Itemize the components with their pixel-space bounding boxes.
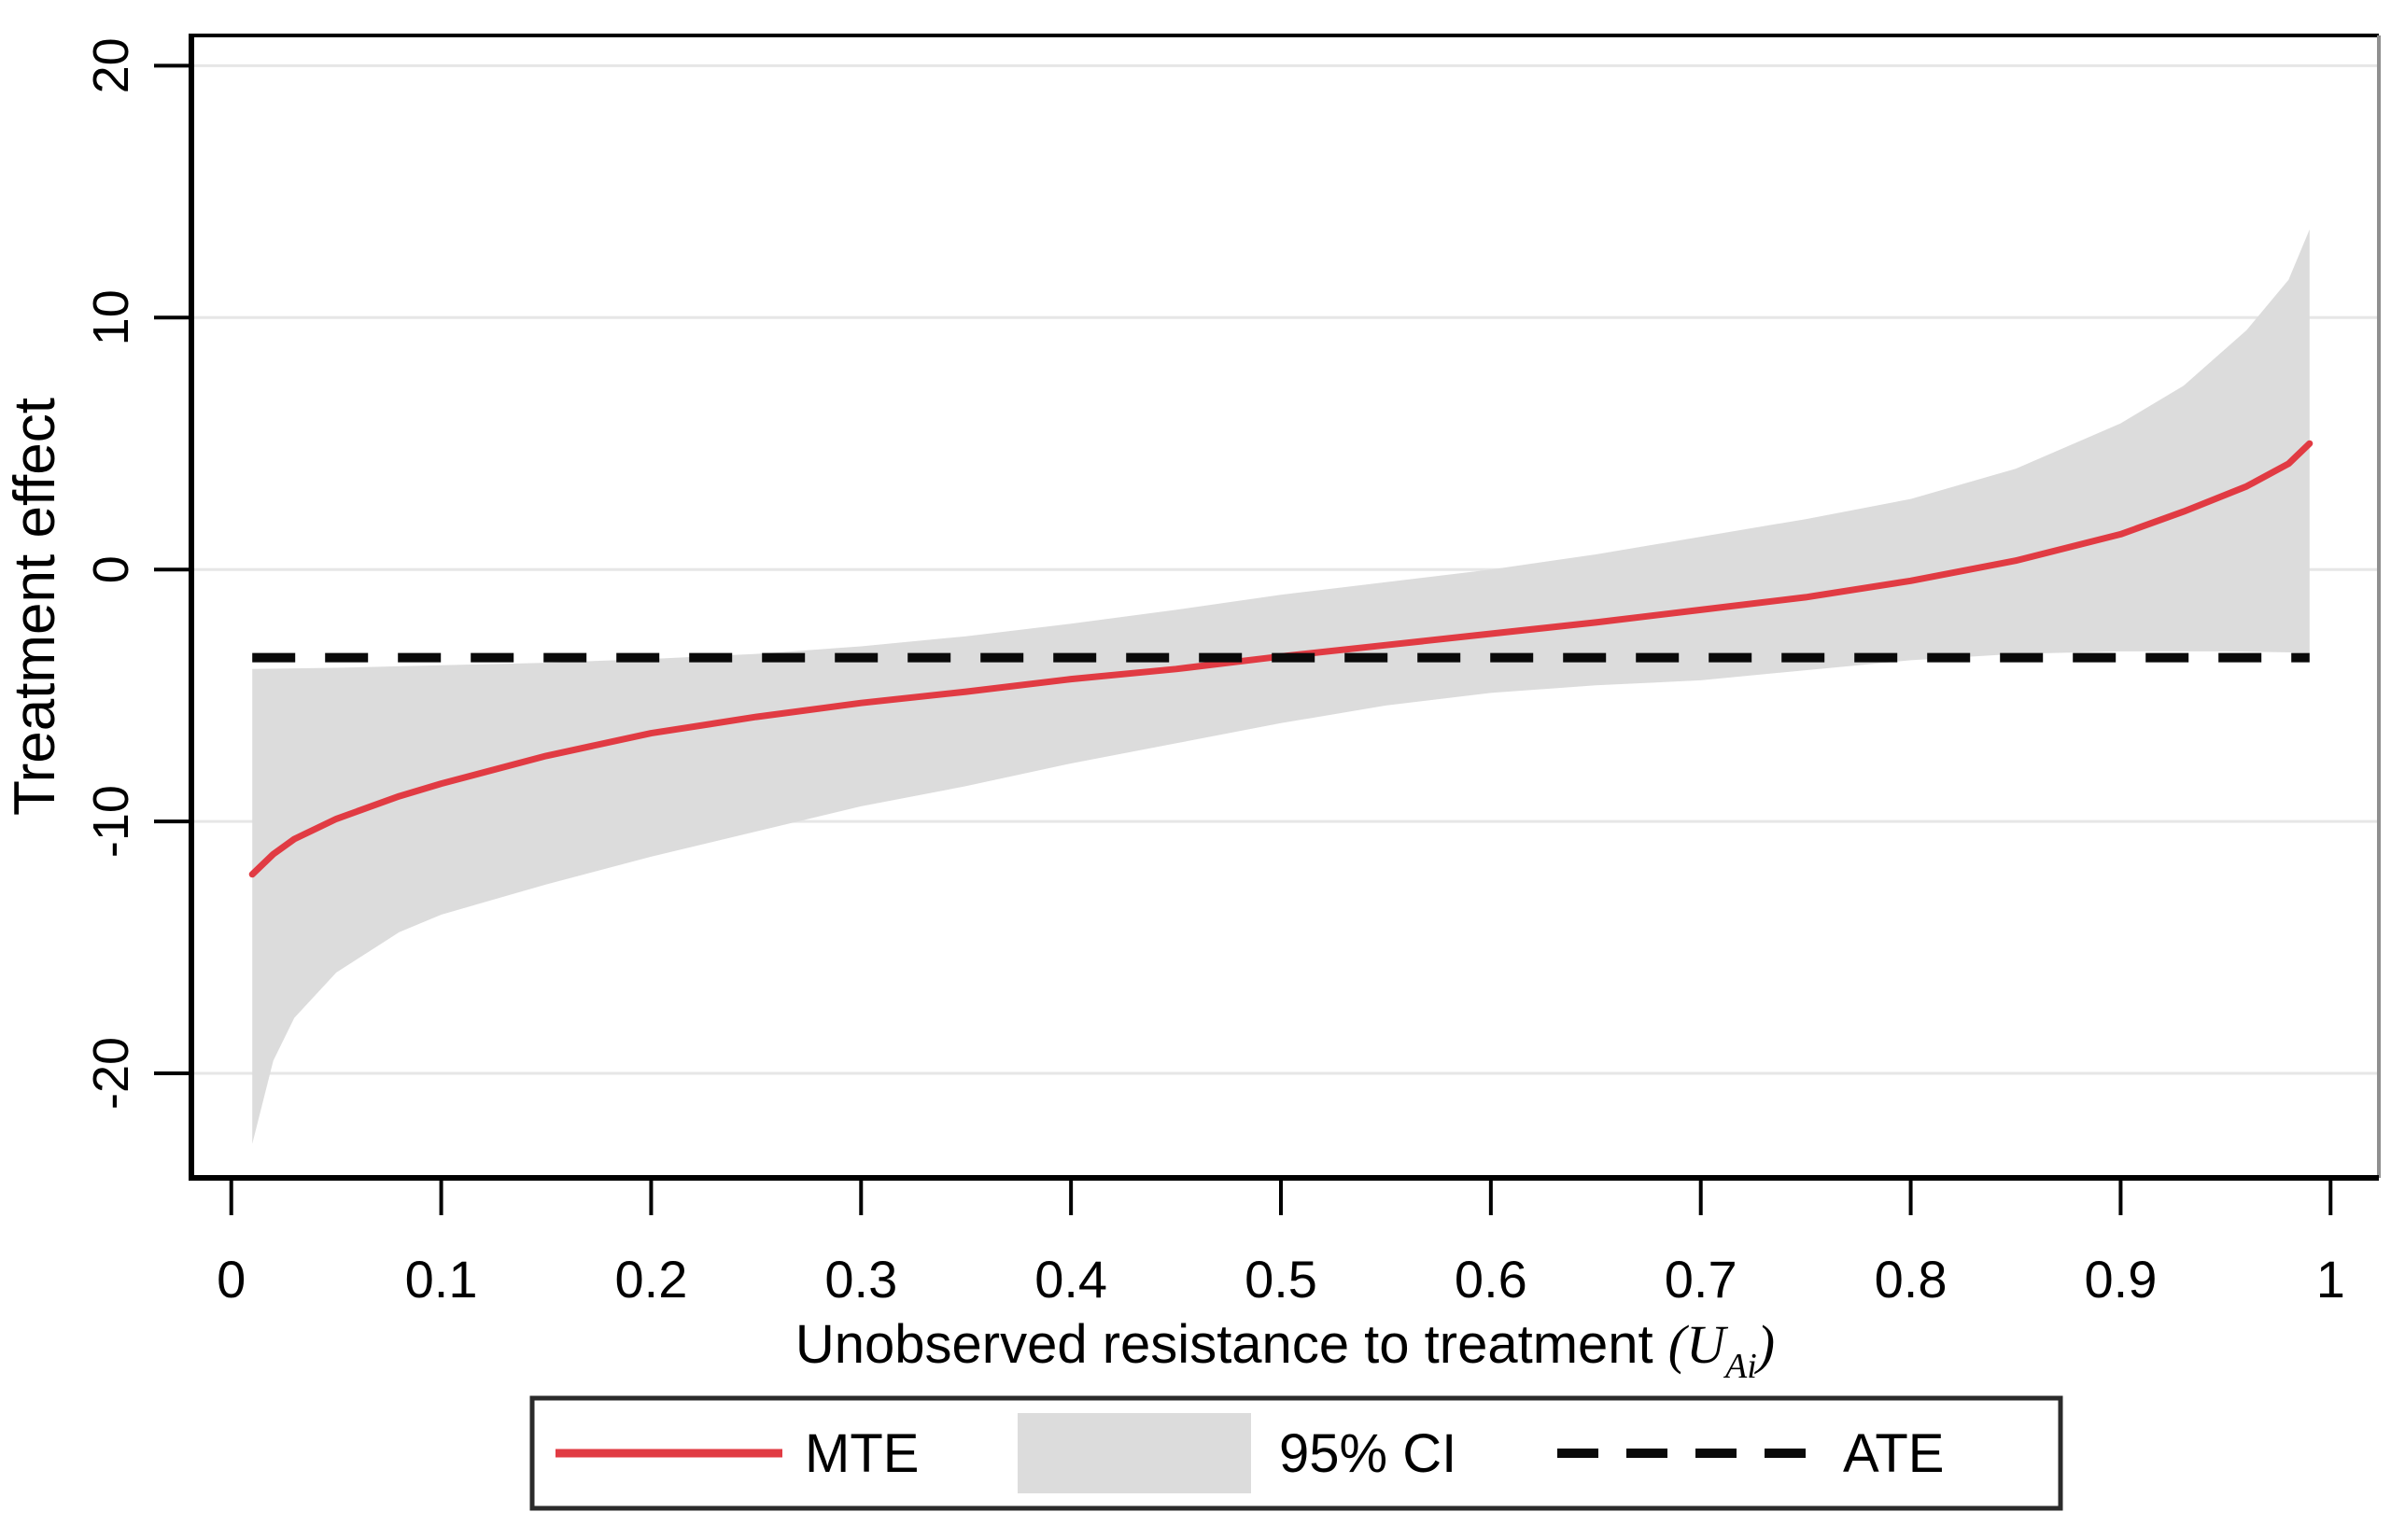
x-tick-label: 0.2 <box>615 1250 688 1309</box>
x-tick-label: 0.4 <box>1034 1250 1107 1309</box>
x-tick-label: 0.7 <box>1665 1250 1737 1309</box>
confidence-band <box>252 229 2310 1144</box>
y-axis-title: Treatment effect <box>3 398 67 816</box>
x-tick-label: 1 <box>2316 1250 2345 1309</box>
x-axis-title: Unobserved resistance to treatment (UAi) <box>795 1314 1775 1386</box>
y-tick-label: 10 <box>83 289 139 345</box>
y-tick-label: -20 <box>83 1037 139 1110</box>
x-tick-label: 0 <box>217 1250 246 1309</box>
y-tick-label: 0 <box>83 555 139 583</box>
x-tick-label: 0.1 <box>405 1250 478 1309</box>
legend-mte-label: MTE <box>805 1423 919 1484</box>
legend-ci-swatch <box>1018 1413 1251 1493</box>
y-tick-label: 20 <box>83 37 139 93</box>
x-tick-label: 0.9 <box>2084 1250 2157 1309</box>
x-tick-label: 0.3 <box>824 1250 897 1309</box>
x-tick-label: 0.5 <box>1245 1250 1317 1309</box>
y-tick-label: -10 <box>83 785 139 858</box>
x-tick-label: 0.6 <box>1455 1250 1527 1309</box>
legend-ate-label: ATE <box>1843 1423 1945 1484</box>
legend-box <box>529 1395 2063 1511</box>
x-tick-label: 0.8 <box>1875 1250 1948 1309</box>
mte-line <box>248 440 2314 878</box>
legend-ci-label: 95% CI <box>1279 1423 1456 1484</box>
